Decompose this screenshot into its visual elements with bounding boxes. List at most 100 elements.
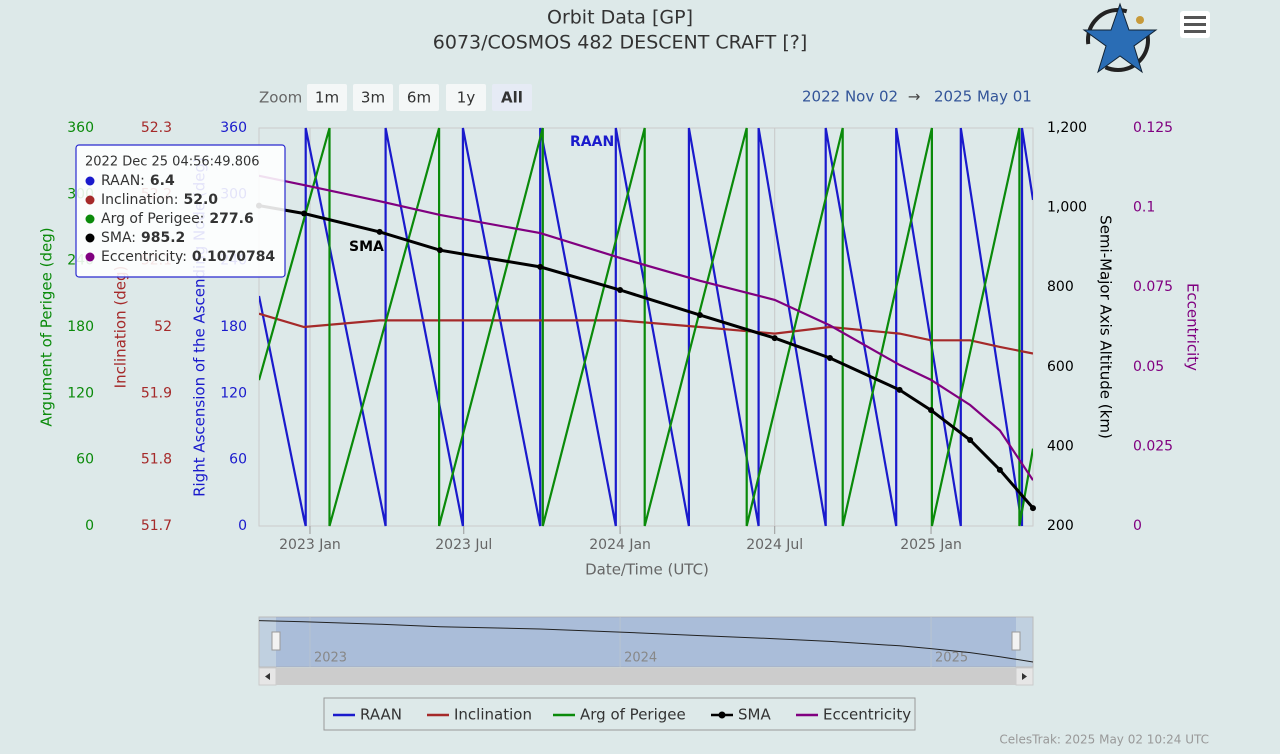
navigator-bg bbox=[258, 616, 1034, 668]
zoom-button[interactable]: All bbox=[492, 84, 532, 111]
tooltip-name: Eccentricity: bbox=[101, 249, 187, 265]
scrollbar-arrow bbox=[1022, 673, 1027, 680]
zoom-button[interactable]: 1y bbox=[446, 84, 486, 111]
x-tick-label: 2023 Jul bbox=[435, 537, 492, 553]
y4-tick-label: 1,000 bbox=[1047, 200, 1087, 216]
tooltip-name: Arg of Perigee: bbox=[101, 211, 204, 227]
x-tick-label: 2024 Jan bbox=[589, 537, 651, 553]
x-tick-label: 2024 Jul bbox=[746, 537, 803, 553]
tooltip-dot bbox=[85, 176, 95, 186]
range-from: 2022 Nov 02 bbox=[802, 88, 898, 106]
navigator-label: 2023 bbox=[314, 651, 347, 666]
zoom-button-bg[interactable] bbox=[353, 84, 393, 111]
y5-axis-title: Eccentricity bbox=[1184, 283, 1202, 371]
legend-item[interactable]: Inclination bbox=[427, 706, 532, 724]
x-tick-label: 2023 Jan bbox=[279, 537, 341, 553]
legend-label[interactable]: Arg of Perigee bbox=[580, 706, 686, 724]
series-marker bbox=[696, 312, 703, 319]
y-tick-label: 0 bbox=[85, 518, 94, 534]
y2-tick-label: 52 bbox=[154, 319, 172, 335]
scrollbar-arrow bbox=[265, 673, 270, 680]
tooltip-item: Arg of Perigee: 277.6 bbox=[101, 211, 254, 227]
navigator-label: 2025 bbox=[935, 651, 968, 666]
legend-label[interactable]: Inclination bbox=[454, 706, 532, 724]
tooltip-name: RAAN: bbox=[101, 173, 145, 189]
zoom-button-bg[interactable] bbox=[399, 84, 439, 111]
legend-box bbox=[323, 697, 916, 731]
y4-tick-label: 800 bbox=[1047, 279, 1074, 295]
x-axis-title: Date/Time (UTC) bbox=[585, 561, 709, 579]
zoom-buttons: 1m 3m 6m 1y All bbox=[307, 84, 532, 111]
legend-label[interactable]: SMA bbox=[738, 706, 771, 724]
legend-item[interactable]: SMA bbox=[711, 706, 771, 724]
zoom-button[interactable]: 3m bbox=[353, 84, 393, 111]
series-marker bbox=[376, 228, 383, 235]
zoom-label: Zoom bbox=[259, 89, 302, 107]
tooltip-item: RAAN: 6.4 bbox=[101, 173, 175, 189]
y2-tick-label: 51.7 bbox=[141, 518, 172, 534]
y3-tick-label: 0 bbox=[238, 518, 247, 534]
legend-item[interactable]: Arg of Perigee bbox=[553, 706, 686, 724]
menu-bar bbox=[1184, 23, 1206, 26]
tooltip-item: SMA: 985.2 bbox=[101, 230, 185, 246]
y4-tick-label: 400 bbox=[1047, 438, 1074, 454]
zoom-button-bg[interactable] bbox=[307, 84, 347, 111]
y2-tick-label: 51.9 bbox=[141, 385, 172, 401]
series-line bbox=[259, 127, 1033, 527]
tooltip: 2022 Dec 25 04:56:49.806 RAAN: 6.4 Inclinat… bbox=[75, 144, 286, 278]
legend-label[interactable]: RAAN bbox=[360, 706, 402, 724]
navigator-handle[interactable] bbox=[1011, 631, 1021, 651]
y4-tick-label: 600 bbox=[1047, 359, 1074, 375]
zoom-button-label[interactable]: All bbox=[501, 89, 523, 107]
legend-item[interactable]: Eccentricity bbox=[796, 706, 911, 724]
legend-item[interactable]: RAAN bbox=[333, 706, 402, 724]
y2-tick-label: 51.8 bbox=[141, 452, 172, 468]
series-marker bbox=[1030, 505, 1036, 512]
y3-tick-label: 60 bbox=[229, 452, 247, 468]
y5-tick-label: 0 bbox=[1133, 518, 1142, 534]
tooltip-dot bbox=[85, 195, 95, 205]
series-marker bbox=[617, 286, 624, 293]
zoom-button[interactable]: 1m bbox=[307, 84, 347, 111]
tooltip-value: 6.4 bbox=[150, 173, 175, 189]
series-line bbox=[259, 312, 1033, 355]
scrollbar-thumb[interactable] bbox=[276, 668, 1016, 685]
navigator: 2023 2024 2025 bbox=[258, 616, 1034, 686]
y-axis-title: Argument of Perigee (deg) bbox=[38, 227, 56, 426]
y5-tick-label: 0.075 bbox=[1133, 279, 1173, 295]
range-to: 2025 May 01 bbox=[934, 88, 1032, 106]
range-arrow: → bbox=[908, 88, 921, 106]
zoom-button-bg[interactable] bbox=[492, 84, 532, 111]
y5-tick-label: 0.125 bbox=[1133, 120, 1173, 136]
y4-axis-title: Semi-Major Axis Altitude (km) bbox=[1097, 215, 1115, 439]
navigator-handle[interactable] bbox=[271, 631, 281, 651]
zoom-button-label[interactable]: 1y bbox=[457, 89, 476, 107]
zoom-button-bg[interactable] bbox=[446, 84, 486, 111]
series-marker bbox=[436, 247, 443, 254]
legend-label[interactable]: Eccentricity bbox=[823, 706, 911, 724]
tooltip-value: 0.1070784 bbox=[192, 249, 276, 265]
y4-tick-label: 200 bbox=[1047, 518, 1074, 534]
y5-tick-label: 0.025 bbox=[1133, 438, 1173, 454]
y-tick-label: 60 bbox=[76, 452, 94, 468]
y5-tick-label: 0.05 bbox=[1133, 359, 1164, 375]
zoom-button-label[interactable]: 1m bbox=[315, 89, 339, 107]
tooltip-name: Inclination: bbox=[101, 192, 178, 208]
annotation: SMA bbox=[349, 239, 384, 255]
y-tick-label: 360 bbox=[67, 120, 94, 136]
tooltip-value: 985.2 bbox=[141, 230, 185, 246]
tooltip-dot bbox=[85, 214, 95, 224]
chart-subtitle: 6073/COSMOS 482 DESCENT CRAFT [?] bbox=[433, 32, 807, 54]
zoom-button-label[interactable]: 3m bbox=[361, 89, 385, 107]
y5-tick-label: 0.1 bbox=[1133, 200, 1155, 216]
logo-star bbox=[1082, 2, 1158, 74]
credit: CelesTrak: 2025 May 02 10:24 UTC bbox=[999, 733, 1209, 747]
menu-button[interactable] bbox=[1180, 11, 1210, 38]
y3-tick-label: 180 bbox=[220, 319, 247, 335]
zoom-button-label[interactable]: 6m bbox=[407, 89, 431, 107]
chart-title: Orbit Data [GP] bbox=[547, 7, 693, 29]
zoom-button[interactable]: 6m bbox=[399, 84, 439, 111]
series-line bbox=[259, 204, 1033, 510]
y4-tick-label: 1,200 bbox=[1047, 120, 1087, 136]
menu-bar bbox=[1184, 16, 1206, 19]
